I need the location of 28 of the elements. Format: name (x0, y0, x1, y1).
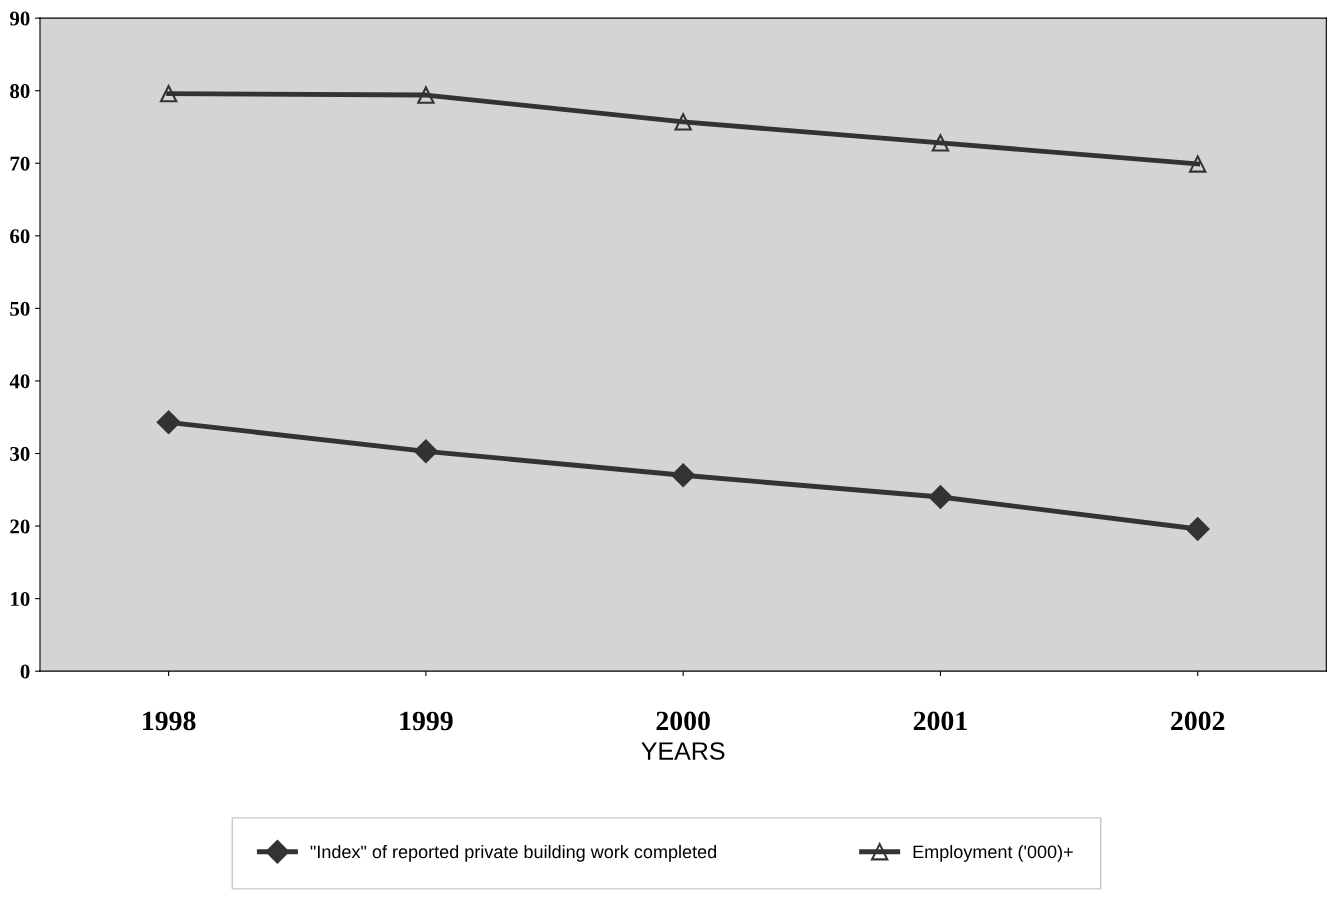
x-tick-label: 2002 (1171, 711, 1225, 731)
point (414, 439, 438, 464)
point (671, 463, 696, 488)
legend-label: Employment ('000)+ (913, 844, 1073, 862)
x-tick-label: 1999 (400, 711, 453, 731)
point (1185, 517, 1210, 541)
point (931, 134, 950, 152)
legend-label: "Index" of reported private building work completed (310, 844, 717, 862)
point (1189, 155, 1207, 173)
point (156, 410, 181, 435)
point (417, 86, 435, 104)
y-tick-label: 50 (10, 301, 30, 316)
y-tick-label: 80 (10, 84, 30, 99)
x-tick-label: 1998 (143, 711, 196, 731)
y-tick-label: 70 (10, 156, 30, 171)
point (674, 113, 692, 131)
y-tick-label: 60 (10, 229, 30, 244)
x-tick-label: 2000 (656, 711, 710, 731)
y-tick-label: 90 (10, 11, 30, 26)
y-tick-label: 40 (9, 374, 30, 389)
point (928, 485, 953, 509)
y-tick-label: 10 (11, 591, 30, 607)
y-tick-label: 30 (10, 446, 30, 461)
y-tick-label: 20 (10, 519, 30, 534)
y-tick-label: 0 (20, 664, 30, 679)
point (159, 84, 178, 103)
x-tick-label: 2001 (913, 711, 967, 731)
x-axis-title: YEARS (641, 742, 725, 760)
